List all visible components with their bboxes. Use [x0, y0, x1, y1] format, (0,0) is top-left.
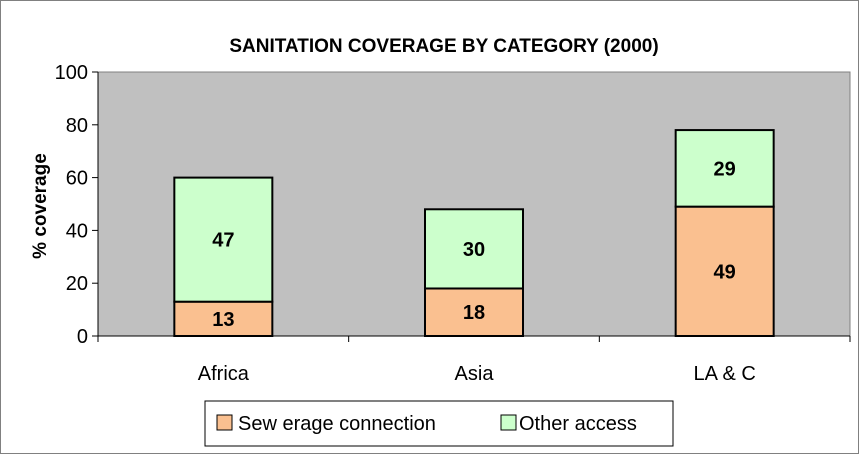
data-label: 49	[714, 261, 736, 283]
y-tick-label: 60	[66, 168, 88, 190]
legend: Sew erage connection Other access	[204, 400, 674, 447]
x-tick-label: LA & C	[694, 363, 756, 385]
y-tick-label: 80	[66, 115, 88, 137]
legend-label-sewerage: Sew erage connection	[238, 413, 436, 435]
data-label: 29	[714, 158, 736, 180]
bar-segment-asia-other-access	[424, 208, 524, 290]
y-axis: 0 20 40 60 80 100	[55, 62, 99, 348]
y-tick-label: 100	[55, 62, 88, 84]
x-tick-label: Asia	[455, 363, 495, 385]
y-tick-label: 20	[66, 273, 88, 295]
x-tick-label: Africa	[198, 363, 250, 385]
legend-swatch-sewerage	[216, 414, 233, 431]
y-tick-label: 40	[66, 220, 88, 242]
legend-label-other-access: Other access	[519, 413, 637, 435]
data-label: 18	[463, 302, 485, 324]
data-label: 30	[463, 239, 485, 261]
x-axis: Africa Asia LA & C	[97, 335, 851, 385]
bar-segment-africa-other-access	[173, 176, 274, 303]
chart-title: SANITATION COVERAGE BY CATEGORY (2000)	[229, 36, 658, 57]
legend-swatch-other-access	[500, 414, 517, 431]
legend-box	[204, 400, 674, 447]
bar-segment-la-c-other-access	[674, 129, 775, 208]
data-label: 47	[212, 230, 234, 252]
bar-segment-asia-sewerage	[424, 287, 524, 338]
y-tick-label: 0	[77, 326, 88, 348]
bars: 13 47 18 30 49 29	[173, 129, 775, 338]
bar-segment-africa-sewerage	[173, 300, 274, 337]
data-label: 13	[212, 309, 234, 331]
y-axis-label: % coverage	[30, 153, 51, 259]
